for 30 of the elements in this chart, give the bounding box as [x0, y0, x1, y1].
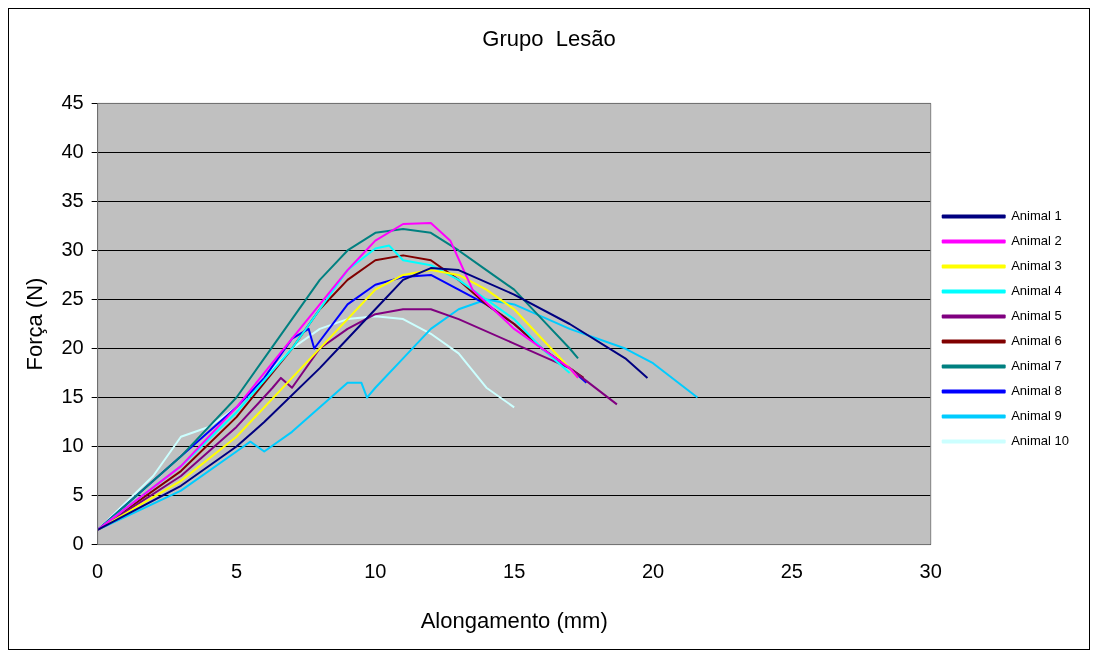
legend-label: Animal 2 [1011, 233, 1062, 249]
legend-label: Animal 9 [1011, 408, 1062, 424]
legend-label: Animal 5 [1011, 308, 1062, 324]
x-tick-label: 10 [364, 560, 387, 583]
x-tick-label: 0 [92, 560, 104, 583]
legend-label: Animal 6 [1011, 333, 1062, 349]
x-tick-label: 15 [503, 560, 526, 583]
y-tick-label: 45 [61, 90, 84, 113]
legend-label: Animal 8 [1011, 383, 1062, 399]
y-tick-label: 30 [61, 237, 84, 260]
y-tick-label: 15 [61, 385, 84, 408]
y-tick-label: 40 [61, 139, 84, 162]
legend-label: Animal 3 [1011, 258, 1062, 274]
x-tick-label: 20 [641, 560, 665, 583]
y-tick-label: 35 [61, 188, 84, 211]
y-tick-label: 0 [72, 532, 84, 555]
x-axis-title: Alongamento (mm) [420, 607, 608, 633]
legend-label: Animal 7 [1011, 358, 1062, 374]
x-tick-label: 30 [919, 560, 942, 583]
y-tick-label: 25 [61, 287, 84, 309]
legend-label: Animal 10 [1011, 433, 1069, 449]
chart-title: Grupo Lesão [482, 26, 616, 52]
legend-label: Animal 4 [1011, 283, 1062, 299]
x-tick-label: 25 [780, 560, 803, 583]
y-tick-label: 10 [61, 434, 84, 457]
legend-label: Animal 1 [1011, 208, 1062, 224]
y-tick-label: 5 [72, 483, 84, 506]
y-axis-title: Força (N) [22, 277, 48, 371]
x-tick-label: 5 [230, 560, 243, 583]
y-tick-label: 20 [61, 336, 84, 359]
